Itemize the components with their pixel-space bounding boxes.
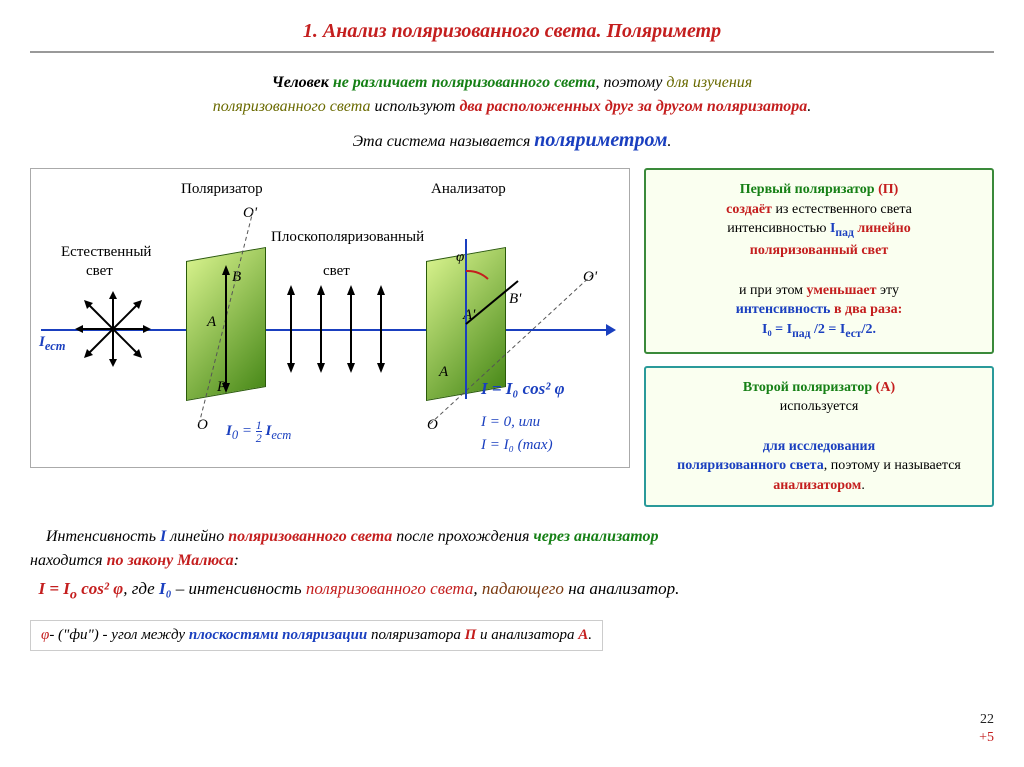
fl-f: – интенсивность xyxy=(172,579,306,598)
b1-6a: интенсивность xyxy=(736,302,834,317)
box-second-polarizer: Второй поляризатор (А) используется для … xyxy=(644,366,994,508)
pagenum-plus: +5 xyxy=(979,730,994,745)
system-line: Эта система называется поляриметром. xyxy=(30,129,994,152)
intro-1d: для изучения xyxy=(666,74,752,91)
box-first-polarizer: Первый поляризатор (П) создаёт из естест… xyxy=(644,168,994,354)
b2-5a: , поэтому и называется xyxy=(824,458,961,473)
fl-i: падающего xyxy=(482,579,568,598)
sys-a: Эта система называется xyxy=(353,133,535,150)
intro-2a: поляризованного света xyxy=(213,98,371,115)
f1g: ест xyxy=(271,428,291,442)
label-analyzer: Анализатор xyxy=(431,181,506,198)
formula-I0-half: I0 = 12 Iест xyxy=(226,419,291,444)
polarizer-dash xyxy=(181,199,281,439)
intro-2d: . xyxy=(807,98,811,115)
b1-7a: I₀ = I xyxy=(762,322,792,337)
page-number: 22 +5 xyxy=(979,711,994,747)
label-planepol-1: Плоскополяризованный xyxy=(271,229,424,246)
b1-1a: Первый поляризатор xyxy=(740,182,878,197)
label-Iest: Iест xyxy=(39,334,66,354)
malus-formula-line: I = Iо cos² φ, где I₀ – интенсивность по… xyxy=(30,579,994,603)
pagenum-val: 22 xyxy=(980,712,994,727)
b1-4: поляризованный свет xyxy=(750,243,888,258)
b1-5a: и при этом xyxy=(739,283,807,298)
int-1f: через анализатор xyxy=(533,528,658,545)
b2-2: используется xyxy=(780,399,859,414)
b2-1b: (А) xyxy=(876,380,895,395)
main-row: Поляризатор Анализатор Естественный свет… xyxy=(30,168,994,507)
phi-f: и анализатора xyxy=(476,627,578,643)
sys-b: поляриметром xyxy=(534,129,667,151)
b2-3: для исследования xyxy=(763,439,875,454)
page-title: 1. Анализ поляризованного света. Полярим… xyxy=(30,20,994,53)
b1-1b: (П) xyxy=(878,182,898,197)
phi-b: - ("фи") - угол между xyxy=(49,627,189,643)
int-2a: находится xyxy=(30,552,107,569)
fl-a: I = I xyxy=(39,579,70,598)
int-1c: линейно xyxy=(166,528,228,545)
f1c: = xyxy=(238,423,256,439)
phi-e: П xyxy=(465,627,477,643)
intro-1a: Человек xyxy=(272,74,333,91)
b1-3a: интенсивностью xyxy=(727,221,830,236)
polarized-arrows-icon xyxy=(281,279,401,379)
int-2c: : xyxy=(234,552,239,569)
intro-2c: два расположенных друг за другом поляриз… xyxy=(459,98,807,115)
b1-7e: /2. xyxy=(862,322,876,337)
b1-2a: создаёт xyxy=(726,202,775,217)
Iest-sub: ест xyxy=(45,339,66,353)
int-1d: поляризованного света xyxy=(228,528,396,545)
fl-g: поляризованного света xyxy=(306,579,474,598)
b1-3c: пад xyxy=(835,226,853,239)
formula-malus: I = I₀ cos² φ xyxy=(481,379,565,399)
int-1e: после прохождения xyxy=(396,528,533,545)
b2-1a: Второй поляризатор xyxy=(743,380,876,395)
int-1a: Интенсивность xyxy=(46,528,160,545)
label-natural-1: Естественный xyxy=(61,244,151,261)
b2-6b: . xyxy=(861,478,865,493)
label-natural-2: свет xyxy=(86,263,113,280)
phi-d: поляризатора xyxy=(371,627,465,643)
fl-d: , где xyxy=(123,579,159,598)
b1-5c: эту xyxy=(880,283,899,298)
intensity-paragraph: Интенсивность I линейно поляризованного … xyxy=(30,525,994,573)
polarimeter-diagram: Поляризатор Анализатор Естественный свет… xyxy=(30,168,630,468)
f1f: I xyxy=(262,423,272,439)
b1-2b: из естественного света xyxy=(775,202,911,217)
b2-4: поляризованного света xyxy=(677,458,824,473)
phi-g: А xyxy=(578,627,588,643)
fl-h: , xyxy=(473,579,482,598)
fl-j: на анализатор. xyxy=(568,579,679,598)
fl-b: о xyxy=(70,587,77,603)
formula-I0-zero: I = 0, или xyxy=(481,414,540,431)
b1-7d: ест xyxy=(845,326,861,339)
b1-7c: /2 = I xyxy=(811,322,846,337)
fl-c: cos² φ xyxy=(77,579,123,598)
b1-6b: в два раза: xyxy=(834,302,902,317)
label-planepol-2: свет xyxy=(323,263,350,280)
natural-light-icon xyxy=(73,289,153,369)
formula-I0-max: I = I₀ (max) xyxy=(481,437,553,454)
axis-arrow xyxy=(606,324,616,336)
b1-3d: линейно xyxy=(854,221,911,236)
sys-c: . xyxy=(667,133,671,150)
intro-text: Человек не различает поляризованного све… xyxy=(30,71,994,119)
b1-7b: пад xyxy=(792,326,810,339)
analyzer-lines xyxy=(416,199,606,439)
intro-1b: не различает поляризованного света xyxy=(333,74,596,91)
phi-note-box: φ- ("фи") - угол между плоскостями поляр… xyxy=(30,620,603,651)
b1-5b: уменьшает xyxy=(807,283,880,298)
intro-1c: , поэтому xyxy=(595,74,666,91)
fl-e: I₀ xyxy=(159,579,172,598)
phi-c: плоскостями поляризации xyxy=(189,627,371,643)
label-polarizer: Поляризатор xyxy=(181,181,263,198)
int-2b: по закону Малюса xyxy=(107,552,234,569)
side-column: Первый поляризатор (П) создаёт из естест… xyxy=(644,168,994,507)
phi-h: . xyxy=(588,627,592,643)
intro-2b: используют xyxy=(370,98,459,115)
b2-6: анализатором xyxy=(773,478,861,493)
